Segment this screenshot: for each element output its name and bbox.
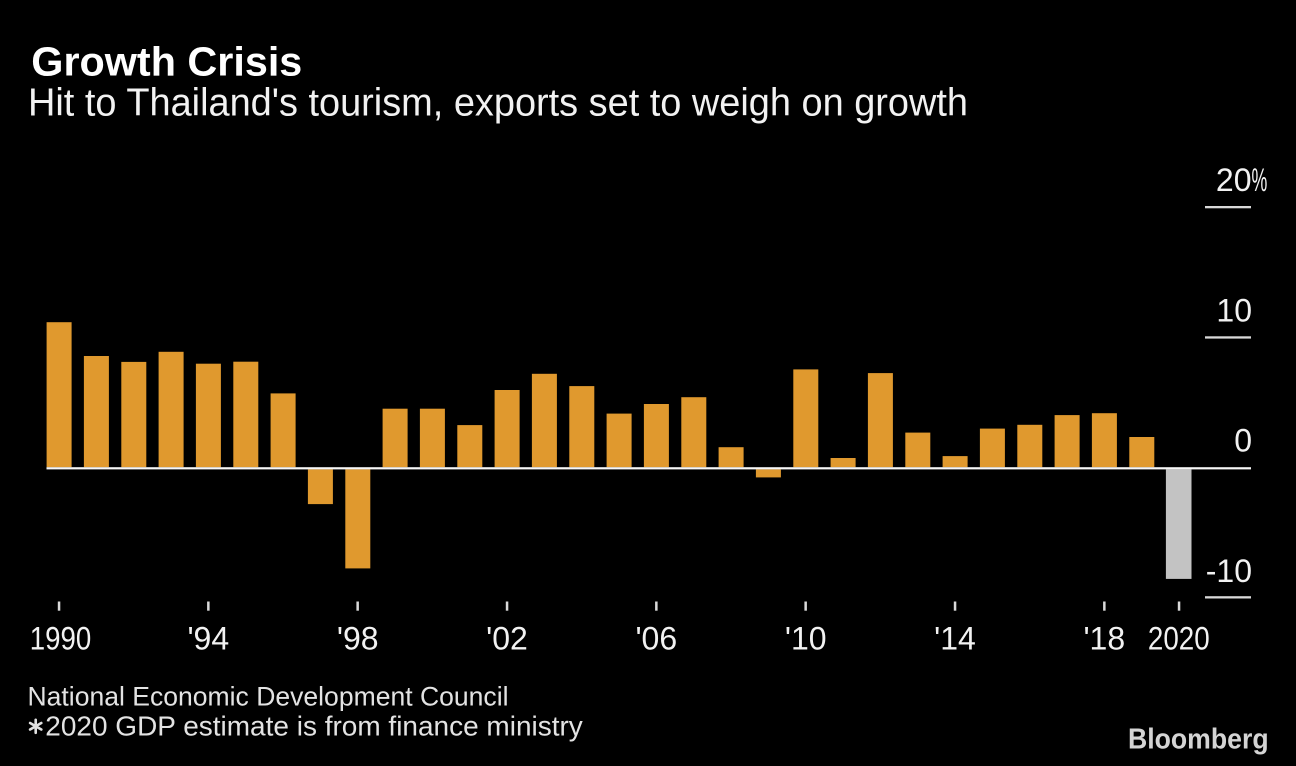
svg-text:'10: '10 [785, 620, 827, 656]
svg-text:'02: '02 [486, 620, 528, 656]
svg-text:0: 0 [1234, 423, 1252, 459]
svg-text:'06: '06 [635, 620, 677, 656]
svg-text:20: 20 [1216, 162, 1252, 198]
svg-text:10: 10 [1216, 293, 1252, 329]
svg-text:2020 GDP estimate is from fina: 2020 GDP estimate is from finance minist… [45, 710, 583, 741]
svg-text:1990: 1990 [30, 620, 91, 656]
svg-text:2020: 2020 [1148, 620, 1210, 656]
svg-text:-10: -10 [1206, 553, 1252, 589]
svg-text:'98: '98 [337, 620, 379, 656]
svg-text:Bloomberg: Bloomberg [1128, 724, 1269, 756]
svg-text:'18: '18 [1083, 620, 1125, 656]
svg-text:Hit to Thailand's tourism, exp: Hit to Thailand's tourism, exports set t… [28, 81, 968, 124]
svg-text:%: % [1252, 162, 1268, 198]
svg-text:Growth Crisis: Growth Crisis [31, 39, 302, 85]
svg-text:National Economic Development: National Economic Development Council [28, 682, 509, 712]
svg-text:'14: '14 [934, 620, 976, 656]
svg-text:'94: '94 [187, 620, 229, 656]
